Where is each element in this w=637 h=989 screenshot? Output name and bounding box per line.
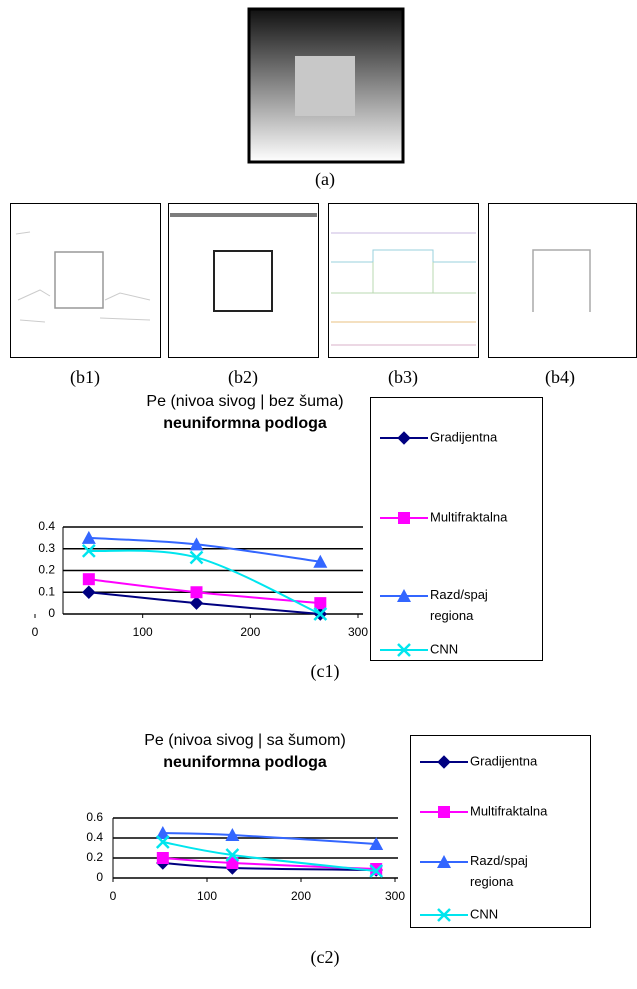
- caption: (c2): [311, 947, 340, 968]
- x-tick-label: 300: [348, 625, 368, 639]
- marker: [157, 852, 169, 864]
- image-b2: [169, 204, 319, 358]
- image-b4: [489, 204, 637, 358]
- x-tick-label: 200: [240, 625, 260, 639]
- caption: (b2): [228, 367, 258, 388]
- x-tick-label: 100: [197, 889, 217, 903]
- caption: (b3): [388, 367, 418, 388]
- chart-subtitle: neuniformna podloga: [163, 754, 327, 771]
- x-tick-label: 100: [133, 625, 153, 639]
- marker: [314, 597, 326, 609]
- y-tick-label: 0.4: [86, 830, 103, 844]
- marker: [83, 586, 95, 598]
- legend-label: Multifraktalna: [430, 509, 508, 524]
- x-tick-label: 0: [32, 625, 39, 639]
- marker: [191, 597, 203, 609]
- legend-label: Gradijentna: [430, 429, 498, 444]
- caption: (b1): [70, 367, 100, 388]
- marker: [370, 863, 382, 875]
- legend-label: Multifraktalna: [470, 803, 548, 818]
- x-tick-label: 300: [385, 889, 405, 903]
- legend-label: CNN: [430, 641, 458, 656]
- chart: Pe (nivoa sivog | sa šumom) neuniformna p…: [86, 732, 590, 927]
- caption: (b4): [545, 367, 575, 388]
- x-tick-label: 200: [291, 889, 311, 903]
- marker: [398, 512, 410, 524]
- legend-label: CNN: [470, 906, 498, 921]
- marker: [191, 551, 203, 563]
- caption: (a): [315, 169, 335, 190]
- marker: [438, 806, 450, 818]
- chart-title: Pe (nivoa sivog | bez šuma): [146, 393, 343, 410]
- legend-label: Gradijentna: [470, 753, 538, 768]
- y-tick-label: 0.4: [38, 519, 55, 533]
- y-tick-label: 0.2: [86, 850, 103, 864]
- page: {"captions": {"a": "(a)", "b1": "(b1)", …: [0, 0, 637, 989]
- image-b1: [11, 204, 161, 358]
- image-b3: [329, 204, 479, 358]
- marker: [83, 573, 95, 585]
- y-tick-label: 0: [96, 870, 103, 884]
- y-tick-label: 0.2: [38, 563, 55, 577]
- series-line: [89, 579, 320, 603]
- chart-title: Pe (nivoa sivog | sa šumom): [144, 732, 346, 749]
- y-tick-label: 0.1: [38, 584, 55, 598]
- chart-subtitle: neuniformna podloga: [163, 415, 327, 432]
- y-tick-label: 0.3: [38, 541, 55, 555]
- y-tick-label: 0.6: [86, 810, 103, 824]
- x-tick-label: 0: [110, 889, 117, 903]
- chart: Pe (nivoa sivog | bez šuma) neuniformna p…: [32, 393, 543, 660]
- image-a: [249, 9, 403, 162]
- caption: (c1): [311, 661, 340, 682]
- figure: (a) (b1) (b2) (b3) (b4) (c1) (c2) Pe (ni…: [0, 0, 637, 989]
- y-tick-label: 0: [48, 606, 55, 620]
- marker: [191, 586, 203, 598]
